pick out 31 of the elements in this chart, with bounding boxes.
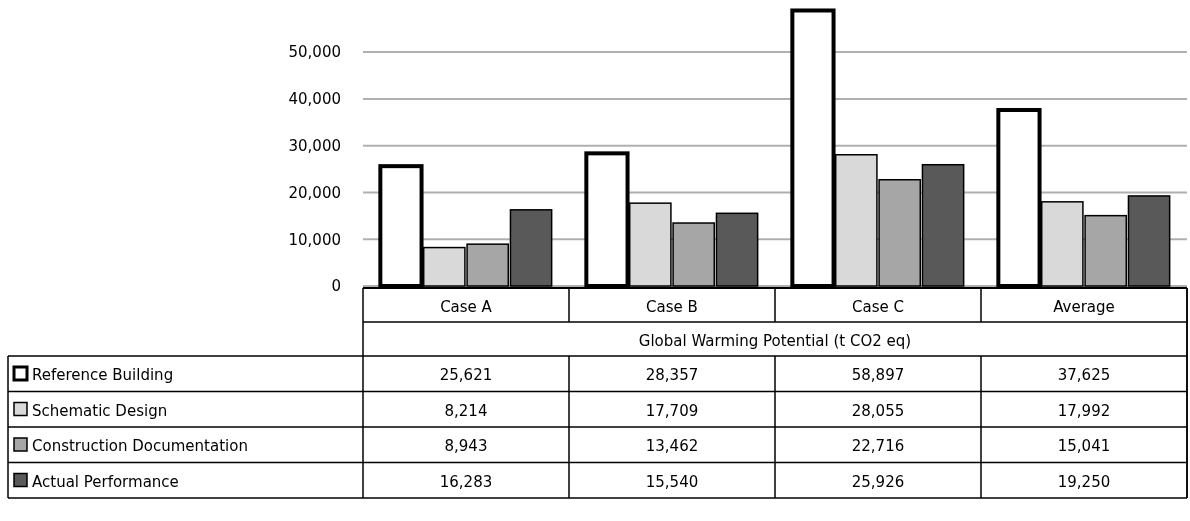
data-label: 37,625: [1057, 366, 1111, 384]
y-tick-label: 40,000: [288, 90, 341, 109]
x-axis-title: Global Warming Potential (t CO2 eq): [638, 332, 912, 350]
legend-label: Construction Documentation: [32, 437, 248, 455]
legend-label: Schematic Design: [32, 401, 168, 420]
y-tick-label: 30,000: [288, 136, 341, 155]
data-label: 15,041: [1057, 437, 1111, 455]
data-label: 8,214: [444, 401, 488, 420]
x-tick-label: Case B: [646, 298, 698, 316]
data-label: 19,250: [1057, 472, 1111, 491]
data-label: 28,357: [645, 366, 699, 384]
x-tick-label: Case A: [440, 298, 493, 316]
data-label: 8,943: [444, 437, 488, 455]
legend-label: Reference Building: [32, 366, 174, 384]
data-label: 13,462: [645, 437, 699, 455]
data-label: 25,926: [851, 472, 905, 491]
data-label: 25,621: [439, 366, 493, 384]
legend-label: Actual Performance: [32, 472, 179, 491]
x-tick-label: Average: [1053, 298, 1115, 316]
data-label: 16,283: [439, 472, 493, 491]
data-label: 28,055: [851, 401, 905, 420]
data-label: 15,540: [645, 472, 699, 491]
y-tick-label: 20,000: [288, 183, 341, 202]
y-tick-label: 50,000: [288, 43, 341, 62]
data-label: 17,709: [645, 401, 699, 420]
y-tick-label: 0: [331, 277, 341, 296]
data-label: 58,897: [851, 366, 905, 384]
data-label: 22,716: [851, 437, 905, 455]
x-tick-label: Case C: [852, 298, 904, 316]
y-tick-label: 10,000: [288, 230, 341, 249]
data-label: 17,992: [1057, 401, 1111, 420]
